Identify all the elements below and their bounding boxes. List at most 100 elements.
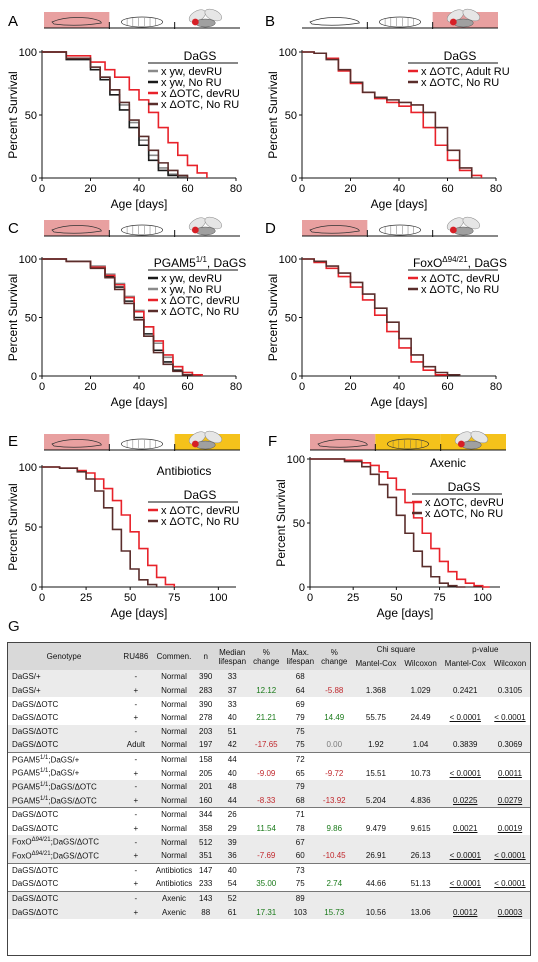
pct-change-median-cell — [249, 835, 284, 849]
p-wilcoxon-cell — [489, 835, 530, 849]
pct-change-max-cell — [317, 670, 352, 684]
p-wilcoxon-cell — [489, 807, 530, 822]
x-tick-label: 75 — [433, 592, 445, 604]
max-lifespan-cell: 73 — [283, 862, 318, 878]
pct-change-max-cell — [317, 835, 352, 849]
comment-cell: Axenic — [151, 890, 197, 906]
chi-mantel-cox-cell — [351, 751, 401, 767]
panel-label-a: A — [8, 13, 18, 30]
p-mantel-cox-cell — [440, 751, 490, 767]
genotype-cell: DaGS/ΔOTC — [8, 738, 120, 753]
y-tick-label: 50 — [285, 313, 297, 325]
n-cell: 158 — [196, 751, 216, 767]
stage-bar-pupa — [375, 434, 441, 450]
comment-cell: Normal — [151, 738, 197, 753]
pct-change-max-cell — [317, 779, 352, 794]
pct-change-max-cell — [317, 751, 352, 767]
col-ru486: RU486 — [120, 643, 152, 671]
genotype-sup: Δ94/21 — [31, 837, 51, 844]
col-n: n — [196, 643, 216, 671]
x-axis-label: Age [days] — [111, 606, 168, 620]
genotype-text: DaGS/ΔOTC — [12, 879, 59, 889]
fly-eye-icon — [191, 18, 199, 26]
genotype-text: DaGS/ΔOTC — [12, 726, 59, 736]
genotype-text: DaGS/ΔOTC — [12, 699, 59, 709]
comment-cell: Normal — [151, 779, 197, 794]
chi-mantel-cox-cell — [351, 724, 401, 739]
n-cell: 358 — [199, 824, 213, 834]
chi-mantel-cox-cell — [351, 779, 401, 794]
chi-wilcoxon-cell: 9.615 — [410, 824, 431, 834]
table-row: DaGS/+ + Normal 283 37 12.12 64 -5.88 1.368 1.029… — [8, 683, 530, 698]
genotype-sup: 1/1 — [40, 795, 49, 802]
pupa-icon — [121, 16, 163, 28]
pct-change-max-cell — [317, 890, 352, 906]
legend-entry: x ΔOTC, devRU — [425, 497, 504, 509]
y-axis-label: Percent Survival — [266, 71, 280, 158]
legend-entry: x ΔOTC, devRU — [161, 505, 240, 517]
genotype-text: PGAM5 — [12, 782, 41, 792]
genotype-suffix: ;DaGS/+ — [48, 768, 80, 778]
pct-change-median-cell — [249, 670, 284, 684]
genotype-text: DaGS/ΔOTC — [12, 810, 59, 820]
pct-change-max-cell: 14.49 — [324, 713, 345, 723]
survival-charts: A 0 50 100 0 20 40 60 80 Age [days] Percent Surviv… — [6, 8, 510, 620]
max-lifespan-cell: 71 — [283, 807, 318, 822]
n-cell: 197 — [196, 738, 216, 753]
legend-entry: x ΔOTC, No RU — [421, 284, 499, 296]
median-cell: 40 — [227, 713, 237, 723]
chi-mantel-cox-cell — [351, 697, 400, 711]
pupa-icon — [379, 224, 421, 236]
genotype-cell: DaGS/ΔOTC — [8, 711, 120, 725]
table-row: FoxOΔ94/21;DaGS/ΔOTC + Normal 351 36 -7.69 60-… — [8, 848, 530, 863]
series-line — [42, 466, 158, 587]
col-p-wx: Wilcoxon — [489, 656, 530, 671]
ru486-cell: - — [120, 807, 152, 822]
y-tick-label: 50 — [293, 518, 305, 530]
table-row: DaGS/ΔOTC - Normal 344 26 71 — [8, 807, 530, 822]
genotype-text: DaGS/ΔOTC — [12, 907, 59, 917]
pct-change-max-cell: -10.45 — [317, 848, 352, 863]
chi-mantel-cox-cell — [351, 807, 401, 822]
pupa-icon — [121, 224, 163, 236]
chart-panel-d: D 0 50 100 0 20 40 60 80 Age [days] Percent Surviv… — [265, 216, 507, 409]
genotype-text: PGAM5 — [12, 755, 41, 765]
y-tick-label: 0 — [291, 371, 297, 383]
p-mantel-cox-cell: 0.3839 — [440, 738, 490, 753]
y-tick-label: 50 — [25, 522, 37, 534]
y-tick-label: 0 — [31, 582, 37, 594]
legend-entry: x ΔOTC, No RU — [421, 77, 499, 89]
x-axis-label: Age [days] — [371, 197, 428, 211]
y-axis-label: Percent Survival — [6, 483, 20, 570]
p-mantel-cox-cell — [440, 670, 490, 684]
y-tick-label: 100 — [19, 462, 37, 474]
p-wilcoxon-cell: < 0.0001 — [489, 848, 530, 863]
genotype-sup: 1/1 — [40, 781, 49, 788]
p-wilcoxon-cell — [490, 697, 530, 711]
genotype-sup: 1/1 — [40, 754, 49, 761]
table-row: DaGS/ΔOTC + Axenic 88 61 17.31 103 15.73 10.56 13… — [8, 905, 530, 919]
median-cell: 40 — [227, 768, 237, 778]
table-row: DaGS/ΔOTC + Antibiotics 233 54 35.00 75 2.74 44.… — [8, 877, 530, 891]
legend-entry: x yw, No RU — [161, 77, 222, 89]
max-lifespan-cell: 60 — [283, 848, 318, 863]
x-tick-label: 80 — [490, 381, 502, 393]
pct-change-median-cell: -9.09 — [257, 768, 276, 778]
ru486-cell: + — [133, 824, 139, 834]
ru486-cell: - — [120, 890, 152, 906]
y-tick-label: 100 — [279, 254, 297, 266]
median-cell: 42 — [215, 738, 250, 753]
y-tick-label: 0 — [291, 173, 297, 185]
chi-wilcoxon-cell — [400, 751, 441, 767]
y-tick-label: 100 — [19, 254, 37, 266]
chi-mantel-cox-cell: 10.56 — [351, 905, 401, 919]
max-lifespan-cell: 75 — [283, 724, 318, 739]
y-tick-label: 50 — [25, 110, 37, 122]
genotype-sup: Δ94/21 — [31, 850, 51, 857]
chi-wilcoxon-cell: 1.029 — [400, 683, 441, 698]
genotype-suffix: ;DaGS/ΔOTC — [50, 851, 100, 861]
legend-entry: x ΔOTC, No RU — [161, 306, 239, 318]
pct-change-max-cell: 0.00 — [317, 738, 352, 753]
n-cell: 390 — [199, 699, 213, 709]
col-max: Max. lifespan — [283, 643, 318, 671]
